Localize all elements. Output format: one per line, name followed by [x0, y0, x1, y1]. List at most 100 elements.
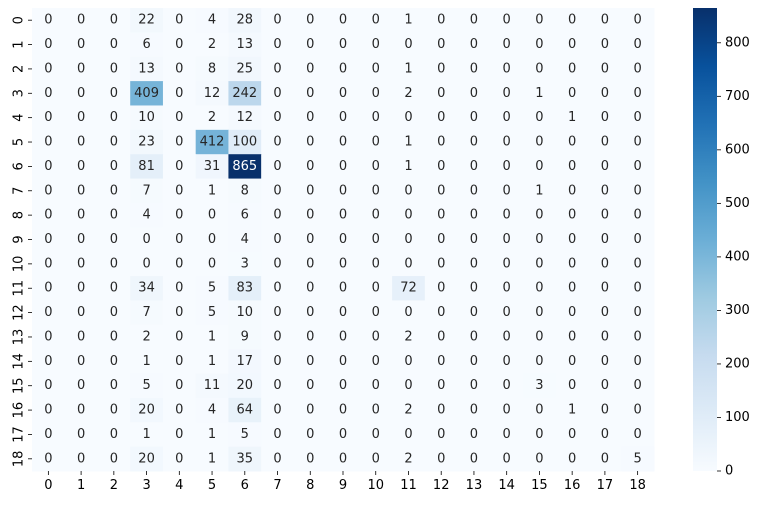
cell-value-8-2: 0 [110, 208, 118, 223]
heatmap-cell-7-0 [32, 178, 66, 204]
heatmap-cell-2-6 [228, 56, 262, 82]
cell-value-7-2: 0 [110, 183, 118, 198]
heatmap-cell-6-5 [195, 154, 229, 180]
cell-value-12-5: 5 [208, 305, 216, 320]
cell-value-12-1: 0 [77, 305, 85, 320]
cell-value-3-12: 0 [437, 86, 445, 101]
cell-value-16-2: 0 [110, 403, 118, 418]
x-tick-label-7: 7 [273, 478, 281, 493]
heatmap-cell-14-9 [326, 349, 360, 375]
heatmap-cell-9-14 [490, 227, 524, 253]
cell-value-7-14: 0 [503, 183, 511, 198]
heatmap-cell-13-5 [195, 324, 229, 350]
cell-value-12-4: 0 [175, 305, 183, 320]
heatmap-cell-2-2 [97, 56, 131, 82]
heatmap-cell-12-1 [64, 300, 98, 326]
heatmap-cell-14-16 [555, 349, 590, 375]
cell-value-8-15: 0 [535, 208, 543, 223]
cell-value-16-16: 1 [568, 403, 576, 418]
cell-value-2-16: 0 [568, 61, 576, 76]
heatmap-cell-6-11 [392, 154, 426, 180]
heatmap-cell-3-18 [621, 81, 655, 106]
cell-value-3-14: 0 [503, 86, 511, 101]
cell-value-11-18: 0 [633, 281, 641, 296]
cell-value-9-18: 0 [633, 232, 641, 247]
heatmap-cell-10-17 [588, 251, 622, 277]
heatmap-cell-16-11 [392, 397, 426, 423]
cell-value-18-11: 2 [404, 451, 412, 466]
heatmap-cell-2-3 [130, 56, 164, 82]
heatmap-cell-13-4 [162, 324, 197, 350]
cell-value-16-4: 0 [175, 403, 183, 418]
cell-value-11-5: 5 [208, 281, 216, 296]
heatmap-cell-1-17 [588, 32, 622, 58]
cell-value-15-13: 0 [470, 378, 478, 393]
heatmap-cell-2-10 [359, 56, 393, 82]
heatmap-cell-16-18 [621, 397, 655, 423]
cell-value-5-0: 0 [44, 135, 52, 150]
heatmap-cell-11-18 [621, 276, 655, 301]
heatmap-cell-13-14 [490, 324, 524, 350]
cell-value-2-3: 13 [138, 61, 155, 76]
heatmap-cell-11-10 [359, 276, 393, 301]
cell-value-9-0: 0 [44, 232, 52, 247]
cell-value-10-9: 0 [339, 256, 347, 271]
heatmap-cell-13-3 [130, 324, 164, 350]
heatmap-cell-18-10 [359, 446, 393, 472]
cell-value-1-6: 13 [237, 37, 254, 52]
heatmap-cell-7-8 [293, 178, 328, 204]
heatmap-cell-4-14 [490, 105, 524, 131]
heatmap-cell-6-10 [359, 154, 393, 180]
cell-value-7-17: 0 [601, 183, 609, 198]
y-tick-label-2: 2 [12, 65, 27, 73]
heatmap-cell-16-7 [261, 397, 295, 423]
y-tick-label-13: 13 [12, 329, 27, 346]
heatmap-cell-13-12 [424, 324, 459, 350]
heatmap-cell-12-14 [490, 300, 524, 326]
heatmap-cell-2-1 [64, 56, 98, 82]
cell-value-5-16: 0 [568, 135, 576, 150]
heatmap-cell-6-9 [326, 154, 360, 180]
cell-value-5-9: 0 [339, 135, 347, 150]
heatmap-cell-17-11 [392, 422, 426, 448]
heatmap-cell-8-3 [130, 202, 164, 228]
heatmap-cell-16-0 [32, 397, 66, 423]
cell-value-17-6: 5 [241, 427, 249, 442]
cell-value-4-12: 0 [437, 110, 445, 125]
cell-value-1-17: 0 [601, 37, 609, 52]
cell-value-4-10: 0 [372, 110, 380, 125]
cell-value-9-3: 0 [142, 232, 150, 247]
heatmap-cell-10-5 [195, 251, 229, 277]
heatmap-cell-18-2 [97, 446, 131, 472]
cell-value-18-10: 0 [372, 451, 380, 466]
heatmap-cell-1-11 [392, 32, 426, 58]
cell-value-15-7: 0 [273, 378, 281, 393]
heatmap-cell-10-14 [490, 251, 524, 277]
heatmap-cell-14-0 [32, 349, 66, 375]
cell-value-3-16: 0 [568, 86, 576, 101]
heatmap-cell-3-7 [261, 81, 295, 106]
colorbar-tick-label-2: 200 [725, 356, 750, 371]
heatmap-cell-6-1 [64, 154, 98, 180]
heatmap-cell-5-14 [490, 129, 524, 155]
heatmap-cell-18-17 [588, 446, 622, 472]
y-tick-label-14: 14 [12, 353, 27, 370]
heatmap-cell-15-0 [32, 373, 66, 399]
heatmap-cell-9-11 [392, 227, 426, 253]
cell-value-15-3: 5 [142, 378, 150, 393]
cell-value-8-3: 4 [142, 208, 150, 223]
heatmap-cell-8-18 [621, 202, 655, 228]
cell-value-4-15: 0 [535, 110, 543, 125]
heatmap-cell-11-5 [195, 276, 229, 301]
heatmap-cell-12-16 [555, 300, 590, 326]
heatmap-cell-0-11 [392, 8, 426, 33]
cell-value-6-7: 0 [273, 159, 281, 174]
heatmap-cell-8-1 [64, 202, 98, 228]
heatmap-cell-13-16 [555, 324, 590, 350]
heatmap-cell-7-5 [195, 178, 229, 204]
cell-value-13-17: 0 [601, 329, 609, 344]
cell-value-14-0: 0 [44, 354, 52, 369]
heatmap-cell-1-15 [523, 32, 557, 58]
cell-value-17-9: 0 [339, 427, 347, 442]
cell-value-18-13: 0 [470, 451, 478, 466]
